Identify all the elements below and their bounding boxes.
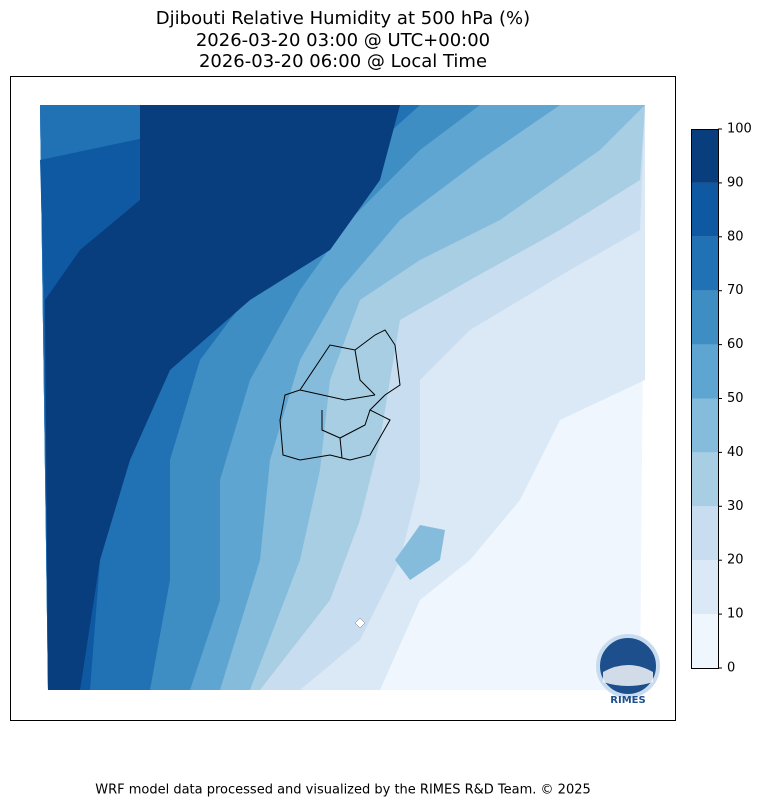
logo: RIMES [596, 634, 660, 706]
colorbar-tick-label: 60 [727, 337, 744, 352]
title-line: 2026-03-20 03:00 @ UTC+00:00 [196, 30, 490, 51]
colorbar-tick-label: 90 [727, 175, 744, 190]
colorbar-band [691, 129, 718, 183]
colorbar-tick-label: 40 [727, 445, 744, 460]
colorbar-tick-label: 20 [727, 553, 744, 568]
colorbar-band [691, 506, 718, 561]
title-line: 2026-03-20 06:00 @ Local Time [199, 51, 487, 72]
colorbar-band [691, 344, 718, 399]
colorbar: 0 10 20 30 40 50 60 70 80 90 100 [691, 122, 752, 676]
logo-text: RIMES [610, 695, 645, 706]
logo-wave [603, 665, 653, 686]
region-border [299, 349, 376, 459]
colorbar-tick-label: 100 [727, 122, 752, 137]
title-line: Djibouti Relative Humidity at 500 hPa (%… [156, 8, 530, 29]
colorbar-tick-label: 50 [727, 391, 744, 406]
colorbar-band [691, 614, 718, 668]
contour [45, 105, 400, 690]
contour [395, 525, 445, 580]
colorbar-tick-label: 70 [727, 283, 744, 298]
colorbar-tick-label: 30 [727, 499, 744, 514]
humidity-field [40, 105, 645, 690]
colorbar-band [691, 290, 718, 345]
marker [354, 617, 366, 629]
colorbar-band [691, 398, 718, 453]
border [279, 329, 401, 461]
colorbar-band [691, 560, 718, 615]
colorbar-tick-label: 10 [727, 607, 744, 622]
country-borders [279, 329, 401, 461]
colorbar-band [691, 182, 718, 237]
footer: WRF model data processed and visualized … [95, 783, 591, 798]
colorbar-tick-label: 0 [727, 661, 735, 676]
colorbar-band [691, 236, 718, 291]
colorbar-band [691, 452, 718, 507]
colorbar-tick-label: 80 [727, 229, 744, 244]
